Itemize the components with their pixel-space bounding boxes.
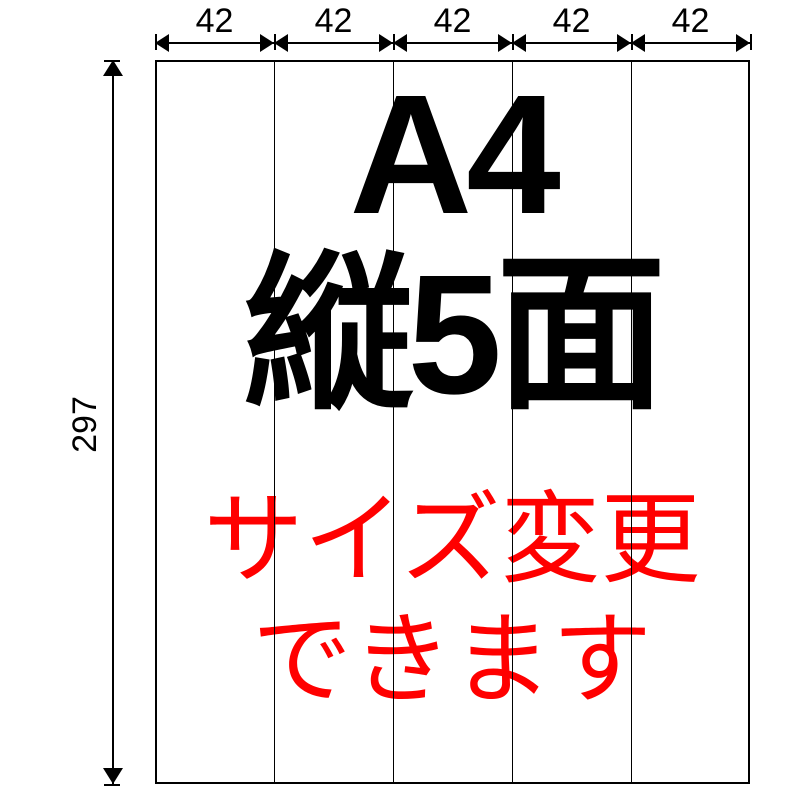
dim-label-top: 42 bbox=[512, 2, 631, 41]
dim-tick bbox=[750, 34, 752, 50]
title-line1: A4 bbox=[350, 70, 555, 240]
dim-label-top: 42 bbox=[155, 2, 274, 41]
dim-line-top bbox=[393, 42, 512, 44]
column-divider bbox=[512, 60, 513, 784]
column-divider bbox=[631, 60, 632, 784]
dim-label-top: 42 bbox=[393, 2, 512, 41]
dim-tick bbox=[104, 784, 120, 786]
column-divider bbox=[393, 60, 394, 784]
title-line2: 縦5面 bbox=[244, 250, 661, 420]
column-divider bbox=[274, 60, 275, 784]
arrow-up-icon bbox=[103, 60, 123, 76]
dim-label-left: 297 bbox=[66, 396, 105, 453]
dim-line-top bbox=[155, 42, 274, 44]
subtext-line2: できます bbox=[252, 610, 652, 710]
subtext-line1: サイズ変更 bbox=[204, 490, 701, 590]
arrow-down-icon bbox=[103, 768, 123, 784]
dim-line-top bbox=[274, 42, 393, 44]
dim-line-top bbox=[512, 42, 631, 44]
dim-label-top: 42 bbox=[631, 2, 750, 41]
dim-line-top bbox=[631, 42, 750, 44]
dim-line-left bbox=[112, 60, 114, 784]
dim-label-top: 42 bbox=[274, 2, 393, 41]
